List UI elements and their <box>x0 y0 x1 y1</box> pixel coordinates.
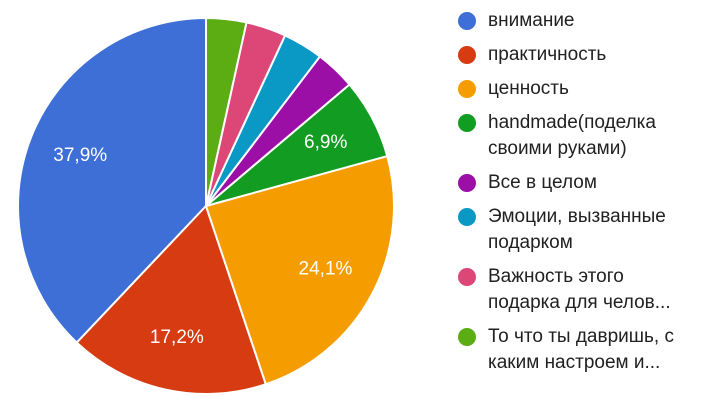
legend-label: То что ты давришь, с каким настроем и... <box>488 326 674 373</box>
slice-value-label-0: 37,9% <box>53 145 107 166</box>
pie-slice-1 <box>75 204 268 395</box>
pie-slice-2 <box>204 154 395 386</box>
legend-label: handmade(поделка своими руками) <box>488 112 656 159</box>
legend-label: ценность <box>488 78 569 99</box>
legend-label: внимание <box>488 10 575 31</box>
pie-chart: 37,9% 17,2% 24,1% 6,9% <box>17 16 395 395</box>
pie-slice-7 <box>205 16 248 207</box>
legend-swatch-icon <box>458 46 476 64</box>
legend-item-6[interactable]: Важность этого подарка для челов... <box>458 264 703 316</box>
chart-legend: внимание практичность ценность handmade(под… <box>458 8 703 384</box>
legend-label: Все в целом <box>488 172 597 193</box>
legend-item-7[interactable]: То что ты давришь, с каким настроем и... <box>458 324 703 376</box>
legend-item-5[interactable]: Эмоции, вызванные подарком <box>458 204 703 256</box>
slice-value-label-1: 17,2% <box>150 327 204 348</box>
legend-swatch-icon <box>458 114 476 132</box>
legend-swatch-icon <box>458 208 476 226</box>
legend-item-2[interactable]: ценность <box>458 76 703 102</box>
legend-swatch-icon <box>458 174 476 192</box>
legend-item-1[interactable]: практичность <box>458 42 703 68</box>
slice-value-label-3: 6,9% <box>304 132 347 153</box>
pie-slice-0 <box>17 16 207 344</box>
legend-swatch-icon <box>458 12 476 30</box>
legend-label: практичность <box>488 44 607 65</box>
legend-label: Эмоции, вызванные подарком <box>488 206 666 253</box>
legend-item-0[interactable]: внимание <box>458 8 703 34</box>
legend-item-4[interactable]: Все в целом <box>458 170 703 196</box>
legend-swatch-icon <box>458 328 476 346</box>
legend-swatch-icon <box>458 80 476 98</box>
legend-item-3[interactable]: handmade(поделка своими руками) <box>458 110 703 162</box>
slice-value-label-2: 24,1% <box>299 259 353 280</box>
legend-swatch-icon <box>458 268 476 286</box>
legend-label: Важность этого подарка для челов... <box>488 266 671 313</box>
